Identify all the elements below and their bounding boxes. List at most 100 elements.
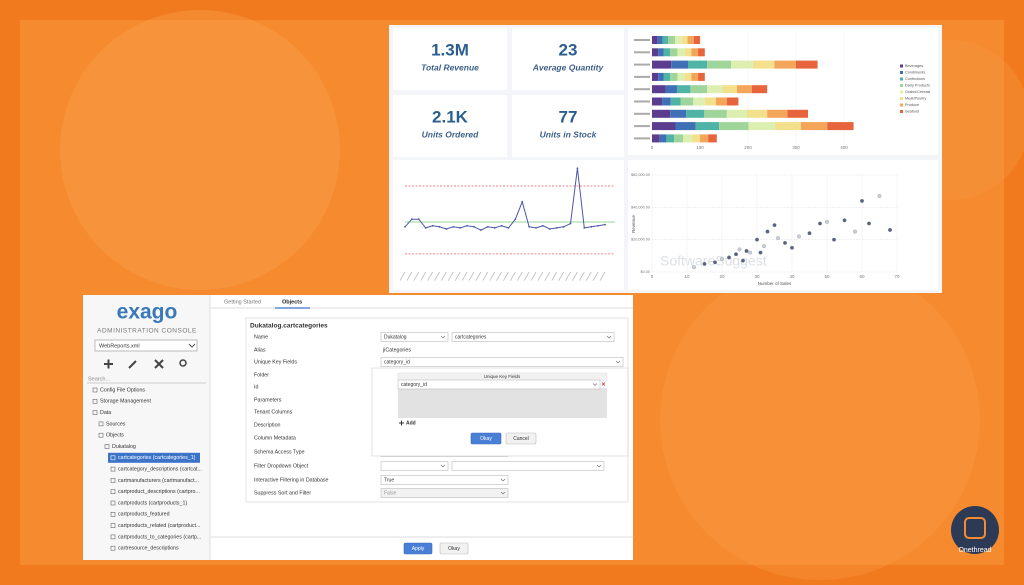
input[interactable] — [380, 475, 509, 485]
line-point — [473, 225, 475, 228]
config-select[interactable] — [94, 339, 198, 352]
bar-segment — [704, 109, 727, 118]
tree-item[interactable]: cartcategory_descriptions (cartcat... — [118, 467, 202, 473]
tree-item[interactable]: cartproduct_descriptions (cartpro... — [118, 489, 200, 495]
x-tick-label: 20 — [719, 274, 725, 279]
tree-icon — [110, 478, 116, 483]
remove-icon[interactable] — [601, 382, 606, 386]
x-label-placeholder — [427, 271, 433, 281]
tree-item[interactable]: cartcategories (cartcategories_1) — [118, 455, 196, 461]
scatter-point — [853, 229, 857, 234]
x-tick-label: 60 — [859, 274, 865, 279]
tree-item[interactable]: Objects — [106, 433, 124, 439]
tree-item[interactable]: Config File Options — [100, 387, 145, 393]
scatter-point — [734, 252, 738, 257]
bar-segment — [677, 48, 685, 57]
field-label: Name — [254, 334, 268, 340]
tree-item[interactable]: cartresource_descriptions — [118, 546, 179, 552]
caret — [500, 478, 506, 482]
tab[interactable]: Objects — [282, 299, 302, 305]
scatter-point — [755, 237, 759, 242]
kpi-value: 1.3M — [431, 40, 469, 59]
tree-item[interactable]: cartproducts (cartproducts_1) — [118, 500, 187, 506]
input[interactable] — [380, 332, 449, 342]
bar-segment — [707, 60, 732, 69]
search-input[interactable]: Search... — [88, 376, 110, 382]
bar-segment — [688, 60, 708, 69]
input[interactable] — [380, 488, 509, 498]
scatter-point — [692, 265, 696, 270]
category-label-placeholder — [634, 88, 650, 91]
x-label-placeholder — [592, 271, 599, 281]
legend-label: Produce — [905, 103, 919, 107]
button[interactable] — [439, 542, 469, 555]
y-axis-label: Revenue — [631, 214, 636, 233]
category-label-placeholder — [634, 51, 650, 54]
tab[interactable]: Getting Started — [224, 299, 261, 305]
button[interactable] — [470, 432, 502, 445]
line-point — [555, 226, 558, 229]
bar-segment — [726, 109, 748, 118]
tree-item[interactable]: cartproducts_related (cartproduct... — [118, 523, 200, 529]
line-point — [500, 224, 503, 227]
search-icon[interactable] — [179, 359, 187, 367]
legend-label: Grains/Cereals — [905, 90, 930, 94]
button[interactable] — [403, 542, 433, 555]
input[interactable] — [451, 461, 605, 471]
add-icon[interactable] — [104, 359, 113, 369]
input[interactable] — [451, 332, 615, 342]
line-point — [438, 225, 441, 228]
bar-segment — [691, 72, 699, 81]
add-link[interactable]: Add — [406, 420, 416, 426]
tree-item[interactable]: cartproducts_to_categories (cartp... — [118, 534, 201, 540]
legend-swatch — [900, 77, 903, 81]
field-label: Tenant Columns — [254, 409, 293, 415]
line-point — [576, 167, 579, 170]
delete-icon[interactable] — [154, 359, 164, 369]
tree-selected — [108, 452, 200, 463]
input[interactable] — [397, 379, 601, 390]
bar-segment — [698, 72, 705, 81]
line-point — [404, 225, 406, 228]
bar-segment — [652, 36, 658, 44]
logo: exago — [117, 301, 178, 324]
x-label-placeholder — [551, 271, 558, 281]
input[interactable] — [380, 461, 449, 471]
line-point — [431, 224, 434, 227]
x-label-placeholder — [572, 271, 578, 281]
tree-item[interactable]: Sources — [106, 421, 126, 427]
scatter-point — [842, 218, 847, 223]
x-label-placeholder — [468, 271, 475, 281]
scatter-point — [860, 198, 864, 203]
bar-segment — [680, 97, 694, 106]
input[interactable] — [380, 357, 624, 367]
bar-segment — [686, 109, 705, 118]
tree-item[interactable]: Dukatalog — [112, 444, 136, 450]
tree-item[interactable]: cartmanufacturers (cartmanufact... — [118, 478, 199, 484]
x-label-placeholder — [482, 271, 489, 281]
bar-segment — [652, 72, 659, 81]
bar-segment — [751, 85, 768, 94]
category-label-placeholder — [634, 75, 650, 78]
line-point — [479, 229, 482, 231]
x-label-placeholder — [441, 271, 447, 281]
bar-segment — [684, 48, 692, 57]
tree-item[interactable]: cartproducts_featured — [118, 512, 170, 518]
tree-icon — [92, 410, 98, 415]
edit-icon[interactable] — [128, 360, 137, 369]
bar-segment — [668, 36, 676, 44]
tree-item[interactable]: Storage Management — [100, 399, 151, 405]
brand-logo — [951, 506, 999, 554]
scatter-point — [762, 244, 766, 249]
line-point — [445, 228, 448, 230]
field-label: Unique Key Fields — [254, 359, 297, 365]
bar-segment — [658, 48, 664, 57]
bar-segment — [690, 85, 708, 94]
tree-item[interactable]: Data — [100, 410, 111, 416]
caret — [615, 360, 621, 364]
bar-segment — [693, 36, 700, 44]
field-label: Alias — [254, 347, 266, 353]
bar-segment — [665, 85, 677, 94]
line-point — [514, 218, 517, 221]
button[interactable] — [505, 432, 537, 445]
